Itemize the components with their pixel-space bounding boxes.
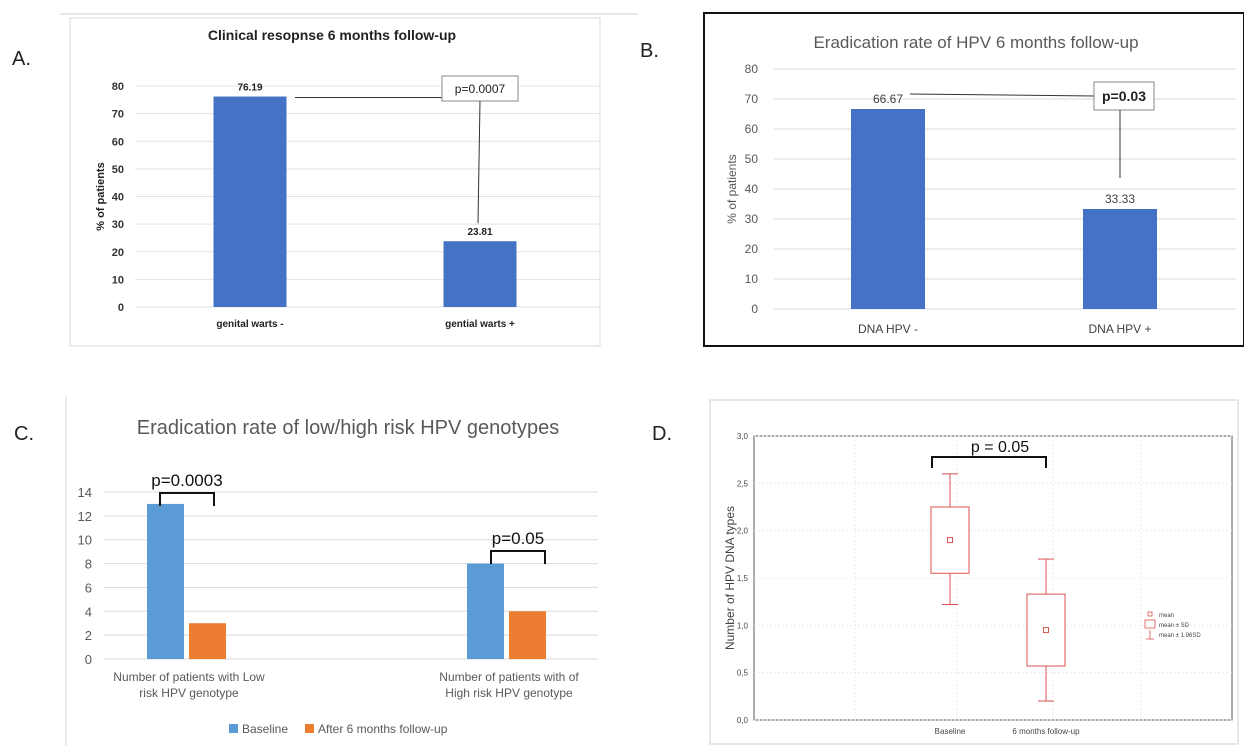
- y-tick-label: 0: [751, 302, 758, 316]
- y-axis-label: Number of HPV DNA types: [723, 506, 737, 650]
- chart-d-dna-types-boxplot: 0,0 0,5 1,0 1,5 2,0 2,5 3,0 Number of HPV DNA t…: [709, 399, 1239, 745]
- p-value-annotation: p=0.0003: [151, 471, 222, 490]
- panel-label-b: B.: [640, 40, 659, 62]
- x-tick-label: Number of patients with of: [439, 670, 579, 684]
- y-tick-label: 30: [745, 212, 759, 226]
- legend-label: mean ± SD: [1159, 623, 1190, 629]
- chart-frame: [69, 17, 601, 347]
- chart-title: Clinical resopnse 6 months follow-up: [208, 27, 456, 43]
- y-axis-label: % of patients: [95, 162, 107, 230]
- y-tick-label: 80: [745, 62, 759, 76]
- y-tick-label: 2,0: [737, 527, 749, 536]
- y-tick-label: 10: [112, 274, 124, 286]
- chart-a-clinical-response: Clinical resopnse 6 months follow-up 0 10 2…: [60, 13, 638, 347]
- y-tick-label: 10: [745, 272, 759, 286]
- bar: [509, 611, 546, 659]
- y-tick-label: 20: [745, 242, 759, 256]
- mean-marker: [1043, 627, 1049, 634]
- y-tick-label: 2: [85, 628, 92, 643]
- legend-swatch: [1144, 619, 1156, 629]
- y-tick-label: 0: [85, 652, 92, 667]
- x-tick-label: DNA HPV -: [858, 322, 918, 336]
- y-tick-label: 40: [745, 182, 759, 196]
- legend-swatch: [229, 724, 238, 733]
- x-tick-label: DNA HPV +: [1088, 322, 1151, 336]
- x-tick-label: High risk HPV genotype: [445, 686, 573, 700]
- y-tick-label: 0,5: [737, 669, 749, 678]
- legend-label: mean: [1159, 613, 1174, 619]
- legend-label: Baseline: [242, 722, 288, 736]
- p-value-annotation: p=0.05: [492, 529, 544, 548]
- annotation-box: [1093, 81, 1155, 111]
- x-tick-label: Number of patients with Low: [113, 670, 265, 684]
- bar: [443, 241, 517, 307]
- annotation-line: [909, 93, 1095, 97]
- legend-swatch: [305, 724, 314, 733]
- legend-label: mean ± 1.96SD: [1159, 633, 1201, 639]
- panel-label-d: D.: [652, 423, 672, 445]
- bar: [189, 623, 226, 659]
- annotation-box: [441, 75, 519, 102]
- y-tick-label: 1,5: [737, 574, 749, 583]
- bar: [1083, 209, 1157, 309]
- sd-box: [930, 506, 970, 574]
- y-tick-label: 60: [745, 122, 759, 136]
- y-tick-label: 70: [112, 109, 124, 121]
- y-axis-label: % of patients: [725, 154, 739, 223]
- bar: [147, 503, 184, 659]
- chart-c-genotype-eradication: Eradication rate of low/high risk HPV ge…: [65, 396, 598, 746]
- y-tick-label: 70: [745, 92, 759, 106]
- y-tick-label: 6: [85, 580, 92, 595]
- y-tick-label: 3,0: [737, 432, 749, 441]
- y-tick-label: 10: [78, 533, 92, 548]
- panel-label-c: C.: [14, 423, 34, 445]
- annotation-line: [477, 100, 481, 224]
- p-value-annotation: p=0.0007: [455, 82, 506, 96]
- chart-b-hpv-eradication: Eradication rate of HPV 6 months follow-…: [703, 12, 1244, 347]
- data-label: 33.33: [1105, 192, 1135, 206]
- y-tick-label: 30: [112, 219, 124, 231]
- y-tick-label: 60: [112, 136, 124, 148]
- chart-title: Eradication rate of HPV 6 months follow-…: [813, 33, 1138, 52]
- y-tick-label: 4: [85, 604, 92, 619]
- x-tick-label: 6 months follow-up: [1012, 727, 1080, 736]
- y-tick-label: 20: [112, 247, 124, 259]
- chart-frame: [703, 12, 1244, 347]
- y-tick-label: 80: [112, 81, 124, 93]
- significance-bracket: [159, 492, 215, 506]
- y-tick-label: 0,0: [737, 716, 749, 725]
- y-tick-label: 50: [745, 152, 759, 166]
- y-tick-label: 40: [112, 192, 124, 204]
- sd-box: [1026, 593, 1066, 667]
- y-tick-label: 8: [85, 557, 92, 572]
- significance-bracket: [490, 550, 546, 564]
- y-tick-label: 12: [78, 509, 92, 524]
- bar: [213, 96, 287, 308]
- data-label: 76.19: [237, 83, 262, 94]
- x-tick-label: gential warts +: [445, 319, 515, 330]
- legend-swatch: [1147, 611, 1153, 617]
- data-label: 66.67: [873, 92, 903, 106]
- bar: [851, 108, 925, 310]
- y-tick-label: 50: [112, 164, 124, 176]
- y-tick-label: 1,0: [737, 621, 749, 630]
- x-tick-label: Baseline: [935, 727, 966, 736]
- data-label: 23.81: [467, 227, 492, 238]
- x-tick-label: genital warts -: [216, 319, 283, 330]
- x-tick-label: risk HPV genotype: [139, 686, 239, 700]
- p-value-annotation: p = 0.05: [971, 439, 1029, 456]
- bar: [467, 563, 504, 659]
- p-value-annotation: p=0.03: [1102, 88, 1146, 104]
- legend-label: After 6 months follow-up: [318, 722, 448, 736]
- significance-bracket: [931, 456, 1047, 468]
- y-tick-label: 2,5: [737, 479, 749, 488]
- panel-label-a: A.: [12, 48, 31, 70]
- mean-marker: [947, 537, 953, 544]
- chart-title: Eradication rate of low/high risk HPV ge…: [137, 417, 559, 439]
- y-tick-label: 14: [78, 485, 92, 500]
- y-tick-label: 0: [118, 302, 124, 314]
